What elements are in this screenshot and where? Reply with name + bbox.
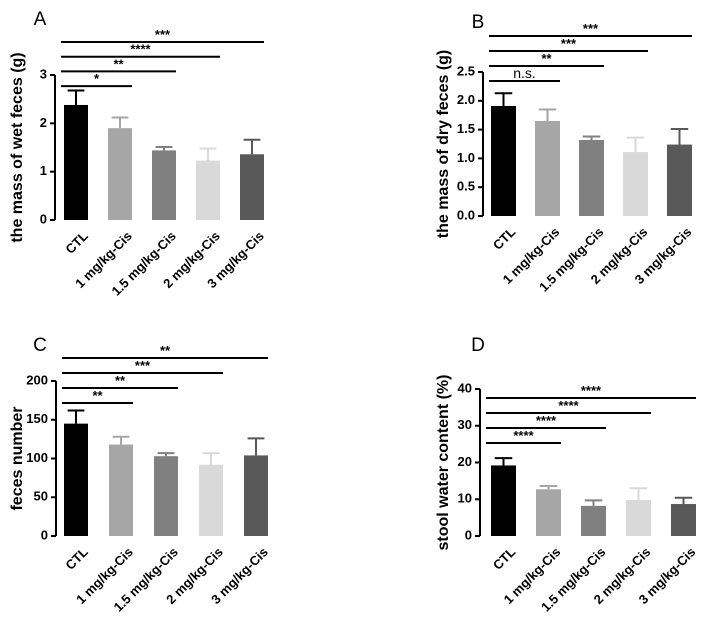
y-tick-label: 2.0	[457, 92, 475, 107]
significance-label: ****	[513, 428, 534, 443]
y-axis-label: stool water content (%)	[435, 374, 452, 550]
y-tick-label: 0	[465, 527, 472, 542]
bar	[64, 104, 88, 220]
x-tick-label: CTL	[62, 544, 91, 573]
y-tick-label: 2	[40, 115, 47, 130]
bar	[536, 489, 561, 536]
bar	[196, 160, 220, 220]
y-tick-label: 2.5	[457, 63, 475, 78]
bar	[667, 144, 692, 216]
y-tick-label: 1.5	[457, 121, 475, 136]
significance-label: ****	[536, 413, 557, 428]
y-tick-label: 200	[26, 372, 48, 387]
panel-letter: B	[472, 12, 485, 33]
bar	[491, 465, 516, 536]
panel-letter: C	[33, 335, 47, 356]
y-tick-label: 100	[26, 450, 48, 465]
y-axis-label: the mass of dry feces (g)	[435, 50, 452, 239]
bar	[109, 444, 133, 536]
significance-label: **	[113, 56, 124, 71]
significance-label: n.s.	[513, 65, 536, 81]
bar	[581, 505, 606, 536]
bar	[199, 464, 223, 536]
y-tick-label: 40	[458, 380, 472, 395]
y-tick-label: 0	[41, 527, 48, 542]
bar	[240, 154, 264, 220]
bar	[64, 423, 88, 536]
significance-label: ****	[581, 383, 602, 398]
x-tick-label: CTL	[490, 224, 519, 253]
y-tick-label: 0.5	[457, 179, 475, 194]
bar	[579, 139, 604, 216]
panel-letter: D	[471, 335, 485, 356]
significance-label: ****	[558, 398, 579, 413]
y-tick-label: 1.0	[457, 150, 475, 165]
significance-label: ***	[135, 358, 151, 373]
x-tick-label: CTL	[62, 228, 91, 257]
significance-label: ***	[583, 21, 599, 36]
significance-label: ***	[155, 27, 171, 42]
y-tick-label: 30	[458, 417, 472, 432]
y-tick-label: 20	[458, 454, 472, 469]
bar	[152, 150, 176, 220]
significance-label: **	[160, 343, 171, 358]
y-tick-label: 0	[40, 211, 47, 226]
y-tick-label: 50	[34, 489, 48, 504]
bar	[623, 152, 648, 216]
significance-label: *	[94, 71, 100, 86]
bar	[626, 499, 651, 536]
y-tick-label: 0.0	[457, 207, 475, 222]
bar	[491, 105, 516, 216]
bar	[154, 456, 178, 536]
y-tick-label: 3	[40, 66, 47, 81]
bar	[671, 504, 696, 536]
bar	[108, 128, 132, 220]
significance-label: ***	[561, 36, 577, 51]
significance-label: **	[541, 51, 552, 66]
y-tick-label: 10	[458, 491, 472, 506]
significance-label: **	[115, 373, 126, 388]
y-axis-label: the mass of wet feces (g)	[9, 52, 26, 242]
panel-letter: A	[34, 9, 47, 30]
x-tick-label: CTL	[490, 544, 519, 573]
bar	[535, 120, 560, 216]
significance-label: **	[92, 388, 103, 403]
y-axis-label: feces number	[9, 406, 26, 510]
bar	[244, 455, 268, 536]
significance-label: ****	[130, 42, 151, 57]
y-tick-label: 150	[26, 411, 48, 426]
y-tick-label: 1	[40, 163, 47, 178]
